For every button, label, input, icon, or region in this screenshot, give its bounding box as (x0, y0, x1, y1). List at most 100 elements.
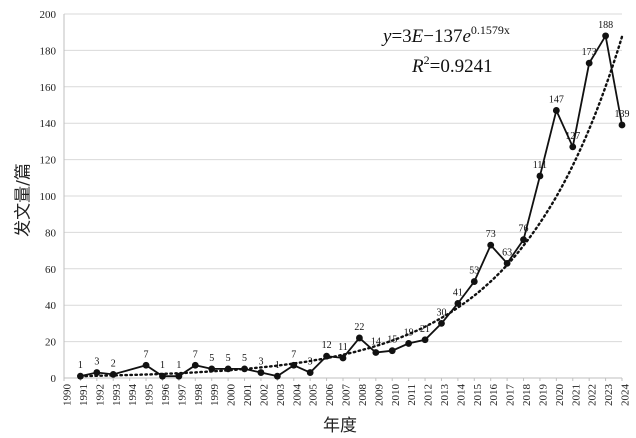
x-tick-label: 2006 (324, 384, 336, 407)
data-point (470, 278, 478, 285)
data-label: 7 (144, 349, 149, 360)
x-tick-label: 2001 (242, 384, 254, 406)
x-tick-label: 2000 (226, 384, 238, 407)
equation-exponent: 0.1579x (471, 23, 510, 37)
x-tick-label: 1994 (127, 384, 139, 407)
data-points (77, 32, 626, 380)
y-tick-label: 0 (51, 373, 57, 385)
data-label: 7 (193, 349, 198, 360)
data-point (372, 349, 380, 356)
data-point (208, 365, 216, 373)
y-tick-label: 80 (45, 227, 57, 239)
equation-eq: =3 (391, 26, 411, 47)
data-point (438, 320, 445, 327)
equation-e: e (462, 26, 470, 47)
data-point (618, 121, 626, 129)
data-label: 5 (242, 353, 247, 364)
x-tick-label: 2005 (308, 384, 320, 407)
data-label: 5 (226, 353, 231, 364)
data-point (585, 59, 593, 67)
x-tick-label: 2016 (488, 384, 500, 407)
y-tick-label: 120 (40, 155, 57, 167)
x-tick-label: 2004 (291, 384, 303, 407)
x-tick-label: 1990 (62, 384, 74, 407)
data-point (454, 299, 462, 307)
data-label: 139 (615, 109, 630, 120)
x-tick-label: 2022 (587, 384, 599, 406)
data-label: 1 (176, 360, 181, 371)
trendline (79, 35, 624, 378)
data-label: 3 (94, 357, 99, 368)
x-tick-label: 2007 (341, 384, 353, 407)
data-label: 76 (519, 224, 529, 235)
y-tick-label: 160 (40, 82, 57, 94)
r2-r: R (411, 56, 424, 77)
data-point (323, 352, 330, 360)
y-tick-label: 20 (45, 337, 57, 349)
x-tick-label: 2020 (554, 384, 566, 407)
r2-value: =0.9241 (430, 56, 493, 77)
data-point (93, 369, 101, 376)
data-label: 3 (308, 357, 313, 368)
data-label: 127 (565, 131, 580, 142)
data-point (602, 32, 609, 40)
data-label: 15 (387, 335, 397, 346)
data-label: 21 (420, 324, 430, 335)
data-label: 1 (275, 360, 280, 371)
r-squared-label: R2=0.9241 (411, 53, 493, 77)
data-point (339, 354, 347, 362)
data-point (257, 369, 265, 376)
x-tick-label: 2019 (537, 384, 549, 407)
data-label: 22 (354, 322, 364, 333)
data-point (109, 370, 117, 378)
data-point (290, 361, 298, 369)
data-point (405, 340, 413, 347)
data-point (520, 236, 527, 244)
data-label: 147 (549, 94, 564, 105)
data-point (142, 361, 150, 369)
x-tick-label: 2012 (423, 384, 435, 406)
x-tick-label: 1997 (176, 384, 188, 407)
data-label: 11 (338, 342, 348, 353)
r2-superscript: 2 (424, 53, 430, 67)
x-tick-label: 2009 (373, 384, 385, 407)
data-point (241, 365, 248, 373)
x-tick-labels: 1990 1991 1992 1993 1994 1995 1996 1997 1998 1999… (62, 378, 632, 406)
gridlines (64, 13, 622, 343)
x-tick-label: 2023 (603, 384, 615, 407)
x-tick-label: 2013 (439, 384, 451, 407)
data-label: 3 (258, 357, 263, 368)
x-tick-label: 1992 (94, 384, 106, 406)
data-point (552, 107, 560, 114)
data-point (388, 347, 396, 355)
data-label: 173 (582, 47, 597, 58)
data-label: 188 (598, 20, 613, 31)
data-point (356, 334, 363, 342)
data-point (273, 372, 281, 380)
data-label: 1 (160, 360, 165, 371)
data-label: 7 (291, 349, 296, 360)
data-point (306, 369, 314, 376)
x-tick-label: 2017 (505, 384, 517, 407)
x-tick-label: 1999 (209, 384, 221, 407)
x-tick-label: 1995 (144, 384, 156, 407)
data-label: 41 (453, 287, 463, 298)
data-point (569, 143, 577, 151)
y-axis-title: 发文量/篇 (14, 163, 34, 237)
x-tick-label: 2003 (275, 384, 287, 407)
x-tick-label: 2024 (620, 384, 632, 407)
x-axis-title: 年度 (323, 416, 357, 436)
x-tick-label: 2014 (455, 384, 467, 407)
data-point (487, 241, 495, 249)
data-label: 14 (371, 337, 381, 348)
data-label: 5 (209, 353, 214, 364)
x-tick-label: 1993 (111, 384, 123, 407)
data-point (159, 372, 166, 380)
y-tick-label: 180 (40, 45, 57, 57)
x-tick-label: 2008 (357, 384, 369, 407)
equation-rest: −137 (423, 26, 462, 47)
y-tick-label: 100 (40, 191, 57, 203)
x-tick-label: 2002 (258, 384, 270, 406)
equation-label: y=3E−137e0.1579x (381, 23, 510, 47)
